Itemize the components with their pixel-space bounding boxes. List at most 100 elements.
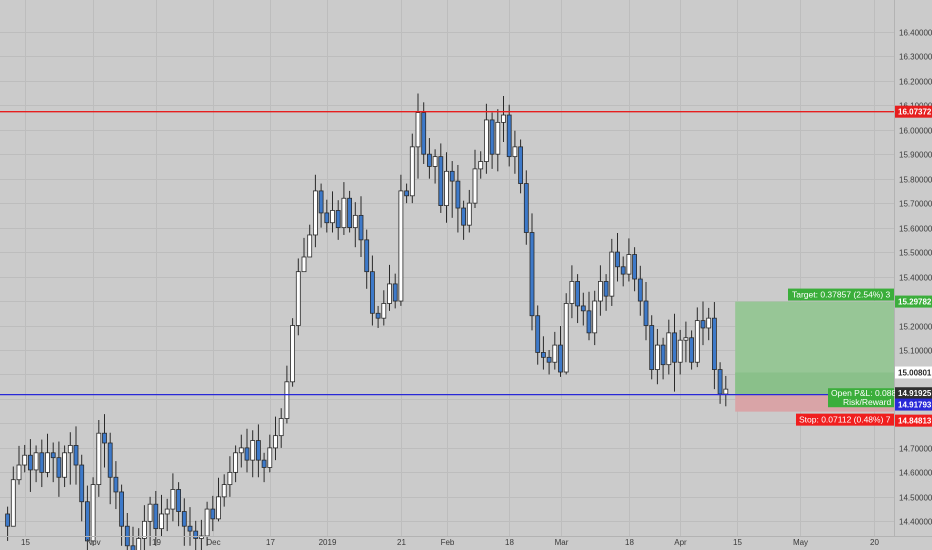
x-tick-label: Feb xyxy=(441,538,455,547)
candle xyxy=(683,321,689,363)
candle xyxy=(392,273,398,309)
current-price-tag: 15.00801 xyxy=(895,366,932,379)
candle xyxy=(449,161,455,218)
candle-body xyxy=(404,190,410,197)
candle-body xyxy=(147,503,153,522)
candle-body xyxy=(632,254,637,280)
candle-body xyxy=(381,303,387,319)
candle xyxy=(130,526,136,550)
horizontal-lines[interactable] xyxy=(0,111,894,396)
candle xyxy=(643,281,649,341)
candle xyxy=(404,183,410,204)
x-tick-label: 18 xyxy=(625,538,634,547)
position-zones[interactable] xyxy=(735,301,894,412)
y-tick-label: 14.40000 xyxy=(899,518,932,527)
candle xyxy=(27,439,33,492)
candle-body xyxy=(506,114,512,158)
candle-body xyxy=(113,476,119,493)
candle xyxy=(455,164,461,233)
candle xyxy=(318,183,324,228)
candle-body xyxy=(563,303,569,373)
candle xyxy=(50,442,56,483)
y-tick-label: 16.30000 xyxy=(899,53,932,62)
candle-body xyxy=(569,281,575,304)
candle xyxy=(483,103,489,174)
candle xyxy=(221,474,227,507)
candle xyxy=(347,190,353,233)
candle xyxy=(5,506,10,541)
candle xyxy=(330,191,335,233)
target-label-bg xyxy=(788,288,894,301)
x-tick-label: 2019 xyxy=(319,538,337,547)
candle xyxy=(700,301,706,346)
candle-body xyxy=(85,501,90,542)
candle-body xyxy=(330,210,335,224)
candle-body xyxy=(39,452,45,473)
y-tick-label: 14.60000 xyxy=(899,469,932,478)
candle xyxy=(632,247,637,292)
x-tick-label: Nov xyxy=(86,538,100,547)
candle-body xyxy=(603,281,609,297)
candle-body xyxy=(677,339,683,363)
candle-body xyxy=(717,369,723,395)
candle xyxy=(335,200,341,240)
candle-body xyxy=(181,511,187,527)
candle xyxy=(444,152,449,223)
candle xyxy=(660,337,666,380)
candle xyxy=(216,477,221,522)
candle-body xyxy=(312,190,318,236)
time-axis[interactable]: 15 Nov 19 Dec 17 2019 21 Feb 18 Mar 18 Apr 15 May 20 xyxy=(21,538,879,547)
candle xyxy=(164,498,170,532)
candle xyxy=(649,315,655,380)
candle-body xyxy=(444,170,449,206)
candle-body xyxy=(609,251,615,297)
support-tag-text: 14.91793 xyxy=(898,401,932,410)
candle xyxy=(620,256,626,287)
price-axis-tags: 16.07372 15.29782 15.00801 14.91925 14.91793… xyxy=(895,105,932,427)
price-axis[interactable]: 16.4000016.3000016.2000016.1000016.00000… xyxy=(899,29,932,527)
candle-body xyxy=(501,114,506,123)
support-tag-bg xyxy=(895,398,932,411)
candle xyxy=(466,189,472,233)
candle-body xyxy=(643,300,649,326)
candle xyxy=(16,445,22,485)
candle-body xyxy=(119,491,124,527)
candle xyxy=(569,265,575,319)
candle-body xyxy=(683,337,689,341)
candle xyxy=(712,302,717,390)
x-tick-label: Apr xyxy=(674,538,687,547)
candle xyxy=(176,482,182,527)
candle xyxy=(603,274,609,311)
candle xyxy=(518,139,523,194)
candle xyxy=(364,229,370,289)
candle-body xyxy=(375,312,381,319)
candle xyxy=(575,274,580,324)
entry-tag: 14.91925 xyxy=(895,387,932,400)
candle-body xyxy=(290,325,296,383)
x-tick-label: 18 xyxy=(505,538,514,547)
resistance-tag-bg xyxy=(895,105,932,118)
candle xyxy=(244,428,250,473)
pnl-label-bg xyxy=(828,388,894,408)
candle xyxy=(227,456,233,497)
candle-body xyxy=(335,210,341,229)
candle xyxy=(56,441,62,497)
candle xyxy=(598,265,603,316)
candle-body xyxy=(221,484,227,498)
candle xyxy=(62,445,67,488)
candle xyxy=(255,424,261,478)
x-tick-label: Mar xyxy=(555,538,569,547)
candle xyxy=(278,408,284,448)
candle-body xyxy=(552,344,558,363)
y-tick-label: 15.50000 xyxy=(899,249,932,258)
candle-body xyxy=(438,156,444,206)
candle-body xyxy=(489,119,495,155)
candle xyxy=(67,432,73,485)
stop-tag-bg xyxy=(895,414,932,427)
candle-body xyxy=(523,183,529,233)
candle xyxy=(181,498,187,546)
candle-body xyxy=(307,234,313,258)
